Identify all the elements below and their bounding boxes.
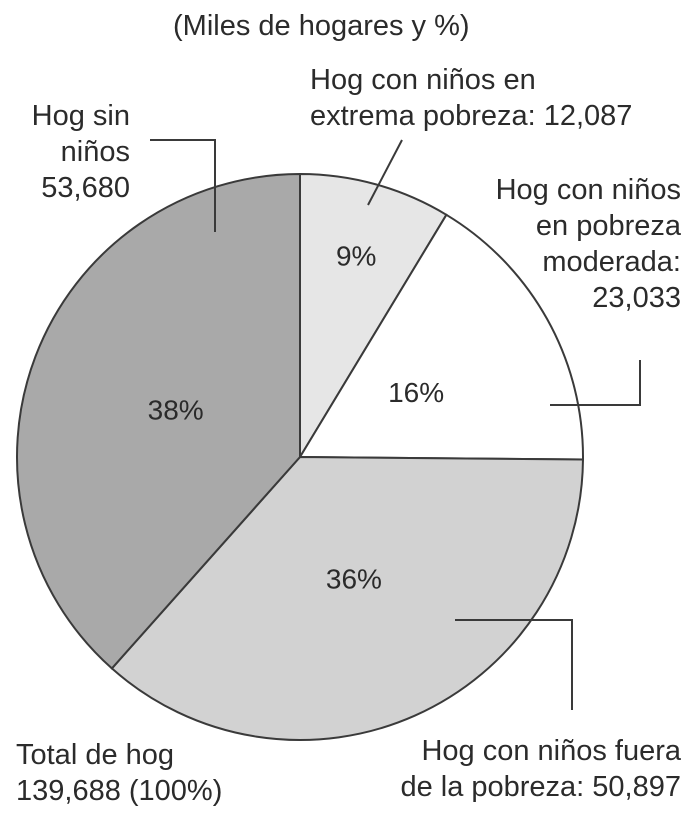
- label-line: niños: [60, 136, 130, 168]
- slice-no-children: [16, 172, 301, 670]
- slice-extreme-poverty: [299, 172, 448, 461]
- label-line: Hog con niños: [495, 174, 681, 206]
- label-line: 53,680: [41, 172, 130, 204]
- label-total: Total de hog 139,688 (100%): [16, 737, 222, 809]
- label-line: 139,688 (100%): [16, 775, 223, 807]
- pct-outside-poverty: 36%: [326, 564, 382, 595]
- label-line: Hog con niños en: [310, 64, 536, 96]
- pct-extreme-poverty: 9%: [336, 240, 376, 271]
- label-line: de la pobreza: 50,897: [400, 771, 681, 803]
- label-line: Total de hog: [16, 739, 175, 771]
- label-no-children: Hog sin niños 53,680: [18, 98, 130, 206]
- chart-subtitle: (Miles de hogares y %): [173, 10, 470, 42]
- label-line: Hog sin: [31, 100, 130, 132]
- leader-extreme-poverty: [367, 139, 403, 206]
- pct-moderate-poverty: 16%: [388, 377, 444, 408]
- label-line: en pobreza: [535, 210, 681, 242]
- label-extreme-poverty: Hog con niños en extrema pobreza: 12,087: [310, 62, 632, 134]
- label-outside-poverty: Hog con niños fuera de la pobreza: 50,89…: [400, 733, 681, 805]
- leader-outside-poverty: [455, 619, 573, 710]
- label-line: extrema pobreza: 12,087: [310, 100, 633, 132]
- label-line: 23,033: [592, 282, 681, 314]
- slice-outside-poverty: [110, 455, 584, 741]
- label-line: moderada:: [542, 246, 681, 278]
- leader-no-children: [150, 139, 216, 232]
- leader-moderate-poverty: [550, 360, 641, 406]
- slice-moderate-poverty: [298, 213, 584, 461]
- label-moderate-poverty: Hog con niños en pobreza moderada: 23,03…: [496, 172, 681, 316]
- label-line: Hog con niños fuera: [421, 735, 681, 767]
- pct-no-children: 38%: [148, 395, 204, 426]
